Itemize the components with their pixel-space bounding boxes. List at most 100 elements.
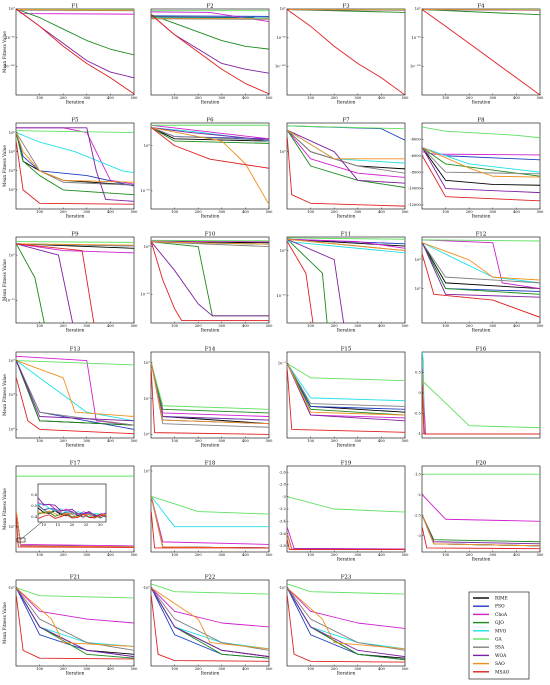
series-f7-choa <box>287 129 405 178</box>
x-tick-label-f5: 200 <box>60 210 68 214</box>
y-tick-label-f6: 10⁰ <box>144 144 151 148</box>
series-f9-ga <box>16 241 134 243</box>
x-tick-label-f7: 500 <box>402 210 410 214</box>
x-tick-label-f11: 200 <box>331 324 339 328</box>
series-f18-msao <box>151 511 269 549</box>
y-axis-label-f17: Mean Fitness Value <box>2 488 7 530</box>
zoom-region-box <box>16 537 26 543</box>
x-axis-label-f10: Iteration <box>201 328 220 333</box>
legend-entry-woa: WOA <box>473 654 507 659</box>
x-tick-label-f15: 100 <box>307 439 315 443</box>
y-tick-label-f19: -3.2 <box>279 507 286 511</box>
x-tick-label-f9: 400 <box>107 324 115 328</box>
x-tick-label-f17: 100 <box>36 553 44 557</box>
y-tick-label-f8: -4000 <box>410 138 421 142</box>
series-f21-woa <box>16 587 134 658</box>
x-tick-label-f22: 200 <box>195 667 203 671</box>
x-tick-label-f3: 400 <box>378 96 386 100</box>
inset-x-tick-label: 30 <box>98 523 103 527</box>
y-axis-label-f13: Mean Fitness Value <box>2 374 7 416</box>
series-f20-msao <box>422 527 540 550</box>
x-tick-label-f12: 100 <box>442 324 450 328</box>
y-tick-label-f19: -2.6 <box>279 470 287 474</box>
curves-f20 <box>422 473 540 550</box>
series-f18-mvo <box>151 496 269 528</box>
panel-title-f21: F21 <box>70 575 81 581</box>
series-f22-ga <box>151 583 269 595</box>
y-tick-label-f9: 10⁻¹⁰ <box>5 299 15 303</box>
x-tick-label-f2: 100 <box>171 96 179 100</box>
x-tick-label-f9: 500 <box>131 324 139 328</box>
x-axis-label-f19: Iteration <box>337 557 356 562</box>
series-f10-woa <box>151 241 269 317</box>
legend-entry-choa: ChoA <box>473 613 508 618</box>
series-f14-msao <box>151 369 269 435</box>
curves-f13 <box>16 355 134 435</box>
x-tick-label-f13: 100 <box>36 439 44 443</box>
x-tick-label-f6: 500 <box>266 210 274 214</box>
x-tick-label-f21: 400 <box>107 667 115 671</box>
x-axis-label-f2: Iteration <box>201 100 220 105</box>
plot-area-f12 <box>421 236 541 324</box>
panel-title-f3: F3 <box>342 4 350 10</box>
series-f7-msao <box>287 137 405 207</box>
series-f4-gjo <box>422 9 540 16</box>
y-tick-label-f16: -0.5 <box>414 412 422 416</box>
x-tick-label-f4: 100 <box>442 96 450 100</box>
y-tick-label-f19: -3.4 <box>279 519 287 523</box>
panel-f1: F1 100 200 300 400 500 10⁰ 10⁻⁵⁰ 10⁻¹⁰⁰ Iteration… <box>2 4 138 105</box>
series-f15-sao <box>287 363 405 416</box>
panel-title-f10: F10 <box>205 232 216 238</box>
series-f6-sao <box>151 127 269 205</box>
series-f7-ga <box>287 125 405 130</box>
x-tick-label-f18: 200 <box>195 553 203 557</box>
inset-series-woa <box>38 497 106 517</box>
x-tick-label-f3: 100 <box>307 96 315 100</box>
x-tick-label-f7: 300 <box>354 210 362 214</box>
panel-title-f16: F16 <box>476 347 487 353</box>
y-tick-label-f3: 10⁰ <box>280 7 287 11</box>
series-f8-choa <box>422 151 540 156</box>
series-f6-msao <box>151 127 269 169</box>
series-f22-woa <box>151 587 269 658</box>
series-f23-woa <box>287 587 405 658</box>
y-tick-label-f14: 10¹ <box>144 397 151 401</box>
x-tick-label-f14: 500 <box>266 439 274 443</box>
series-f6-rime <box>151 127 269 142</box>
x-tick-label-f1: 500 <box>131 96 139 100</box>
series-f13-sao <box>16 360 134 417</box>
x-tick-label-f8: 200 <box>466 210 474 214</box>
inset-series-ssa <box>38 505 106 519</box>
y-tick-label-f23: -10⁰ <box>279 586 287 590</box>
x-tick-label-f22: 100 <box>171 667 179 671</box>
panel-title-f13: F13 <box>70 347 81 353</box>
legend-label-mvo: MVO <box>495 629 507 634</box>
series-f11-choa <box>287 238 405 249</box>
x-tick-label-f10: 300 <box>218 324 226 328</box>
x-tick-label-f13: 300 <box>83 439 91 443</box>
panel-title-f20: F20 <box>476 461 487 467</box>
x-tick-label-f15: 300 <box>354 439 362 443</box>
curves-f10 <box>151 239 269 322</box>
series-f12-sao <box>422 242 540 281</box>
panel-title-f14: F14 <box>205 347 216 353</box>
x-tick-label-f8: 100 <box>442 210 450 214</box>
panel-title-f7: F7 <box>342 118 350 124</box>
x-tick-label-f17: 400 <box>107 553 115 557</box>
series-f10-sao <box>151 241 269 245</box>
y-tick-label-f1: 10⁻⁵⁰ <box>5 36 15 40</box>
x-tick-label-f3: 200 <box>331 96 339 100</box>
series-f15-msao <box>287 369 405 433</box>
series-f5-mvo <box>16 132 134 174</box>
x-tick-label-f7: 200 <box>331 210 339 214</box>
x-tick-label-f14: 400 <box>242 439 250 443</box>
x-tick-label-f8: 300 <box>489 210 497 214</box>
x-tick-label-f11: 400 <box>378 324 386 328</box>
legend-entry-ssa: SSA <box>473 646 505 651</box>
series-f8-gjo <box>422 147 540 177</box>
inset-y-tick-label: 0.6 <box>31 493 37 497</box>
x-axis-label-f23: Iteration <box>337 671 356 676</box>
series-f2-gjo <box>151 14 269 50</box>
legend-entry-msao: MSAO <box>473 670 510 675</box>
legend-label-ssa: SSA <box>495 646 505 651</box>
